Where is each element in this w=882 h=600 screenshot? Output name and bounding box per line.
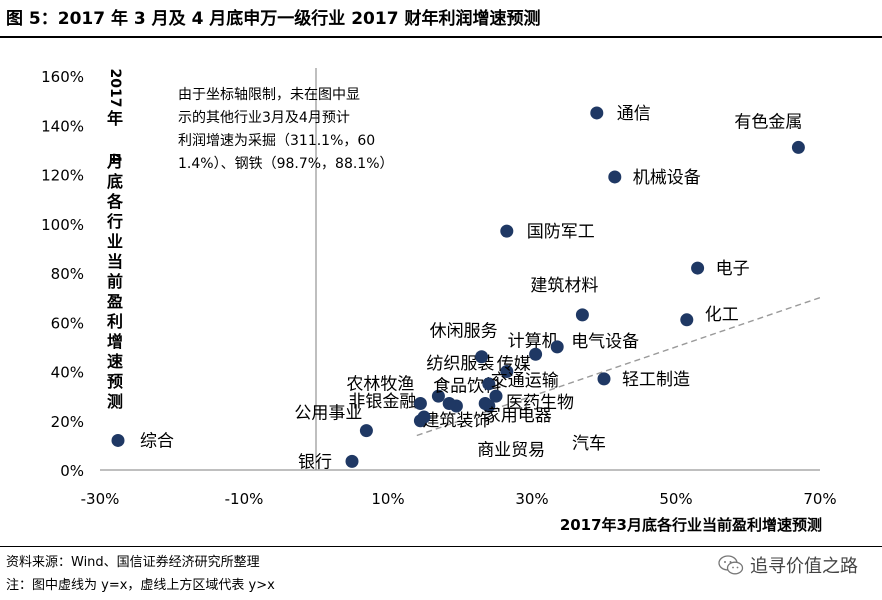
scatter-chart: -30% -10% 10% 30% 50% 70% 0% 20% 40% 60% 80% 100% 12… bbox=[41, 68, 837, 534]
point-label: 家用电器 bbox=[484, 406, 552, 426]
data-point bbox=[431, 389, 445, 403]
y-label-char: 4 bbox=[107, 153, 123, 163]
annotation-line: 示的其他行业3月及4月预计 bbox=[178, 110, 350, 126]
data-point bbox=[590, 106, 604, 120]
point-label: 交通运输 bbox=[491, 371, 559, 391]
y-tick-label: 120% bbox=[41, 167, 84, 185]
point-label: 电气设备 bbox=[571, 332, 639, 352]
point-label: 电子 bbox=[716, 259, 750, 279]
y-label-char: 前 bbox=[107, 272, 123, 291]
y-label-char: 当 bbox=[107, 252, 123, 271]
point-label: 传媒 bbox=[497, 355, 531, 375]
y-label-char: 底 bbox=[107, 172, 123, 191]
x-tick-label: 70% bbox=[803, 490, 836, 508]
y-tick-label: 40% bbox=[51, 364, 84, 382]
y-tick-label: 100% bbox=[41, 216, 84, 234]
x-tick-label: -10% bbox=[225, 490, 264, 508]
y-label-char: 2017 bbox=[107, 69, 123, 108]
y-label-char: 利 bbox=[107, 312, 123, 331]
data-point bbox=[575, 308, 589, 322]
data-point bbox=[550, 340, 564, 354]
point-label: 休闲服务 bbox=[430, 322, 498, 342]
point-label: 机械设备 bbox=[633, 168, 701, 188]
data-point bbox=[529, 347, 543, 361]
point-label: 有色金属 bbox=[734, 112, 802, 132]
data-point bbox=[791, 140, 805, 154]
top-rule bbox=[0, 36, 882, 38]
data-point bbox=[359, 424, 373, 438]
point-label: 汽车 bbox=[572, 434, 606, 454]
bottom-rule bbox=[0, 546, 882, 547]
y-label-char: 增 bbox=[107, 332, 123, 351]
data-point bbox=[500, 365, 514, 378]
point-label: 建筑材料 bbox=[530, 276, 598, 296]
chart-axes: -30% -10% 10% 30% 50% 70% 0% 20% 40% 60% 80% 100% 12… bbox=[41, 68, 837, 508]
y-label-char: 月 bbox=[106, 152, 123, 171]
y-label-char: 业 bbox=[107, 232, 123, 251]
data-point bbox=[478, 397, 492, 411]
y-label-char: 测 bbox=[107, 392, 123, 411]
y-label-char: 速 bbox=[107, 352, 123, 371]
data-point bbox=[345, 454, 359, 468]
data-point bbox=[482, 377, 496, 391]
chart-annotation: 由于坐标轴限制，未在图中显示的其他行业3月及4月预计利润增速为采掘（311.1%… bbox=[178, 87, 394, 172]
y-tick-label: 60% bbox=[51, 314, 84, 332]
y-tick-label: 0% bbox=[60, 462, 84, 480]
y-label-char: 年 bbox=[107, 109, 123, 128]
data-point bbox=[597, 372, 611, 386]
data-point bbox=[417, 410, 431, 424]
point-label: 商业贸易 bbox=[477, 441, 545, 461]
point-label: 银行 bbox=[298, 452, 332, 472]
point-label: 轻工制造 bbox=[622, 370, 690, 390]
data-point bbox=[500, 224, 514, 238]
watermark: 追寻价值之路 bbox=[718, 552, 858, 578]
reference-line-y-equals-x bbox=[416, 296, 821, 437]
y-tick-label: 20% bbox=[51, 413, 84, 431]
data-point bbox=[442, 397, 456, 411]
figure-title: 图 5：2017 年 3 月及 4 月底申万一级行业 2017 财年利润增速预测 bbox=[6, 9, 541, 29]
data-point bbox=[489, 389, 503, 403]
point-label: 化工 bbox=[705, 305, 739, 325]
annotation-line: 1.4%）、钢铁（98.7%，88.1%） bbox=[178, 156, 394, 172]
data-point bbox=[608, 170, 622, 184]
point-label: 医药生物 bbox=[506, 393, 574, 413]
point-label: 综合 bbox=[140, 431, 174, 451]
x-axis-label: 2017年3月底各行业当前盈利增速预测 bbox=[560, 516, 822, 534]
y-label-char: 各 bbox=[106, 192, 124, 211]
data-point bbox=[111, 433, 125, 447]
point-label: 国防军工 bbox=[527, 222, 595, 242]
y-tick-label: 160% bbox=[41, 68, 84, 86]
point-label: 通信 bbox=[617, 104, 651, 124]
point-label: 计算机 bbox=[508, 331, 559, 351]
x-tick-label: 50% bbox=[659, 490, 692, 508]
data-point bbox=[413, 397, 427, 411]
y-label-char: 盈 bbox=[106, 292, 123, 311]
y-tick-label: 80% bbox=[51, 265, 84, 283]
point-label: 建筑装饰 bbox=[422, 411, 490, 431]
annotation-line: 利润增速为采掘（311.1%，60 bbox=[178, 133, 375, 149]
y-tick-label: 140% bbox=[41, 117, 84, 135]
point-label: 公用事业 bbox=[294, 404, 362, 424]
y-label-char: 预 bbox=[107, 372, 123, 391]
data-point bbox=[680, 313, 694, 327]
source-note: 资料来源：Wind、国信证券经济研究所整理 bbox=[6, 555, 260, 570]
watermark-text: 追寻价值之路 bbox=[750, 556, 858, 577]
x-tick-label: 10% bbox=[371, 490, 404, 508]
wechat-icon bbox=[718, 555, 744, 575]
annotation-line: 由于坐标轴限制，未在图中显 bbox=[178, 87, 360, 103]
data-point bbox=[691, 261, 705, 275]
point-label: 非银金融 bbox=[348, 392, 416, 412]
y-label-char: 行 bbox=[106, 212, 123, 231]
footnote: 注：图中虚线为 y=x，虚线上方区域代表 y>x bbox=[6, 578, 275, 593]
point-label: 农林牧渔 bbox=[346, 375, 414, 395]
x-tick-label: 30% bbox=[515, 490, 548, 508]
data-point bbox=[475, 350, 489, 364]
x-tick-label: -30% bbox=[81, 490, 120, 508]
